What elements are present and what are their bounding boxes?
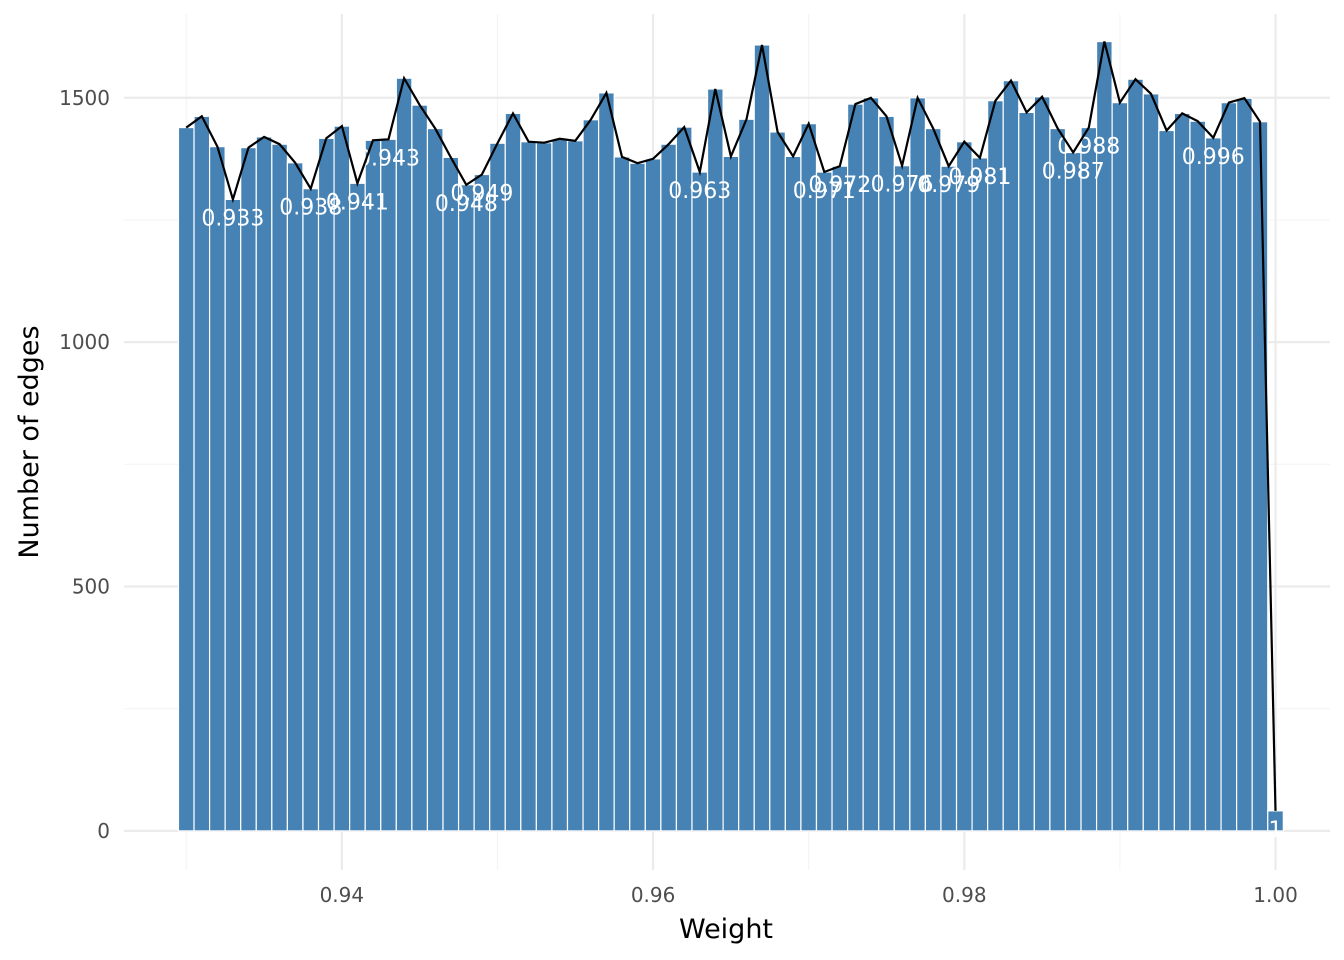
histogram-bar	[426, 127, 444, 832]
histogram-bar	[878, 115, 895, 832]
histogram-bar	[769, 131, 786, 832]
bar-value-label: 0.933	[201, 206, 264, 231]
y-axis-title: Number of edges	[14, 325, 45, 558]
bar-value-label: 0.979	[917, 173, 980, 198]
histogram-bar	[660, 143, 678, 832]
histogram-bar	[520, 141, 537, 832]
histogram-bar	[924, 127, 942, 832]
histogram-bar	[1220, 102, 1238, 832]
histogram-bar	[271, 143, 288, 832]
bar-value-label: 0.963	[668, 179, 731, 204]
histogram-bar	[208, 146, 226, 832]
histogram-bar	[940, 165, 958, 832]
histogram-bar	[240, 147, 257, 832]
histogram-bar	[1033, 96, 1051, 832]
histogram-bar	[1189, 120, 1207, 832]
x-axis-tick-labels: 0.94 0.96 0.98 1.00	[320, 883, 1298, 907]
bar-value-label: 0.988	[1057, 135, 1120, 160]
histogram-bar	[1080, 126, 1098, 832]
histogram-bar	[1236, 97, 1253, 832]
bar-value-label: 0.976	[871, 173, 934, 198]
x-tick-label: 0.94	[320, 883, 365, 907]
bar-value-label: 0.972	[808, 173, 871, 198]
histogram-bar	[987, 100, 1004, 832]
bar-value-label: 0.949	[450, 181, 513, 206]
histogram-bar	[846, 103, 864, 832]
histogram-bar	[1018, 111, 1035, 832]
histogram-bar	[411, 104, 429, 832]
bar-value-label: 0.938	[279, 196, 342, 221]
histogram-bar	[177, 126, 195, 832]
bar-value-label: 0.941	[326, 190, 389, 215]
histogram-bar	[675, 126, 693, 832]
histogram-bar	[815, 171, 833, 832]
histogram-bar	[489, 142, 506, 832]
y-axis-tick-labels: 0 500 1000 1500	[59, 86, 110, 843]
histogram-bar	[302, 188, 320, 832]
histogram-bar	[349, 182, 366, 832]
histogram-bar	[1064, 151, 1082, 832]
histogram-bar	[909, 97, 927, 832]
histogram-bar	[582, 119, 600, 832]
x-tick-label: 1.00	[1253, 883, 1298, 907]
bar-value-label: 0.996	[1182, 145, 1245, 170]
y-tick-label: 1500	[59, 86, 110, 110]
histogram-bar	[333, 125, 351, 832]
histogram-bar	[1111, 102, 1129, 832]
histogram-bar	[442, 156, 460, 832]
histogram-bar	[364, 139, 382, 832]
histogram-bars	[177, 40, 1284, 832]
histogram-bar	[1251, 121, 1269, 832]
histogram-bar	[286, 162, 304, 832]
histogram-bar	[598, 92, 615, 832]
histogram-bar	[1002, 80, 1020, 832]
bar-value-label: 0.943	[357, 146, 420, 171]
histogram-bar	[691, 171, 709, 832]
histogram-bar	[893, 165, 911, 832]
histogram-bar	[784, 155, 802, 832]
histogram-bar	[551, 138, 569, 832]
histogram-bar	[1158, 129, 1175, 832]
x-tick-label: 0.98	[942, 883, 987, 907]
histogram-bar	[1204, 137, 1222, 832]
histogram-bar	[317, 137, 335, 832]
bar-value-label: 1	[1269, 818, 1283, 843]
histogram-bar	[566, 140, 584, 832]
histogram-bar	[224, 198, 242, 832]
histogram-bar	[255, 136, 273, 832]
bar-value-label: 0.987	[1042, 159, 1105, 184]
histogram-bar	[971, 157, 989, 832]
histogram-bar	[380, 138, 397, 832]
y-tick-label: 500	[72, 575, 110, 599]
histogram-bar	[955, 141, 973, 832]
histogram-bar	[504, 112, 522, 832]
y-tick-label: 1000	[59, 330, 110, 354]
bar-value-label: 0.971	[793, 179, 856, 204]
histogram-bar	[395, 77, 413, 832]
histogram-bar	[753, 44, 771, 832]
histogram-bar	[738, 118, 755, 832]
histogram-bar	[1142, 93, 1160, 832]
histogram-bar	[457, 184, 475, 832]
histogram-bar	[862, 97, 880, 832]
histogram-bar	[535, 142, 553, 832]
histogram-bar	[722, 155, 740, 832]
bar-value-label: 0.948	[435, 192, 498, 217]
histogram-bar	[1049, 127, 1067, 832]
x-tick-label: 0.96	[631, 883, 676, 907]
histogram-bar	[644, 158, 662, 832]
histogram-bar	[613, 156, 631, 832]
y-tick-label: 0	[97, 819, 110, 843]
histogram-bar	[473, 173, 491, 832]
x-axis-title: Weight	[679, 914, 773, 945]
frequency-polygon-line	[185, 41, 1277, 811]
histogram-bar	[800, 123, 818, 832]
histogram-bar	[1173, 112, 1191, 832]
bar-value-label: 0.981	[948, 165, 1011, 190]
histogram-bar	[629, 162, 646, 832]
histogram-bar	[1127, 78, 1144, 832]
histogram-bar	[831, 165, 849, 832]
